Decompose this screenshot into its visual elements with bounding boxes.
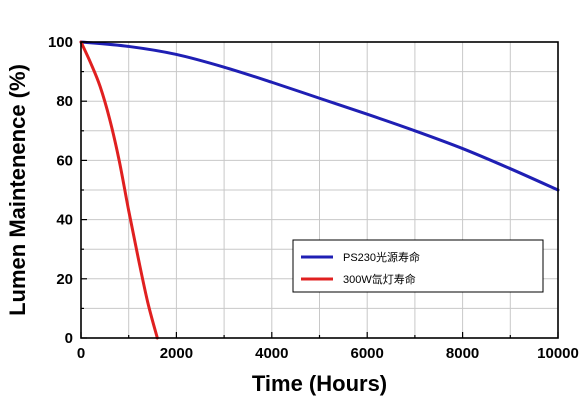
x-tick-label: 10000: [537, 345, 579, 362]
x-tick-label: 0: [77, 345, 85, 362]
y-tick-label: 0: [65, 330, 73, 347]
legend-label-2: 300W氙灯寿命: [343, 272, 416, 286]
x-tick-label: 4000: [255, 345, 288, 362]
y-tick-label: 40: [56, 212, 73, 229]
y-tick-label: 100: [48, 34, 73, 51]
x-tick-label: 2000: [160, 345, 193, 362]
legend: PS230光源寿命 300W氙灯寿命: [292, 239, 544, 293]
legend-label-1: PS230光源寿命: [343, 250, 420, 264]
y-tick-label: 80: [56, 93, 73, 110]
x-tick-label: 6000: [351, 345, 384, 362]
x-tick-label: 8000: [446, 345, 479, 362]
y-tick-label: 20: [56, 271, 73, 288]
y-axis-title: Lumen Maintenence (%): [5, 64, 30, 316]
series-line-1: [79, 40, 560, 192]
y-tick-label: 60: [56, 152, 73, 169]
legend-box: [292, 239, 544, 293]
axis-ticks: 0 2000 4000 6000 8000 10000 0 20 40 60 80 100: [48, 34, 579, 362]
series-line-2: [79, 40, 159, 340]
x-axis-title: Time (Hours): [252, 371, 387, 396]
series-lines: [79, 40, 560, 340]
